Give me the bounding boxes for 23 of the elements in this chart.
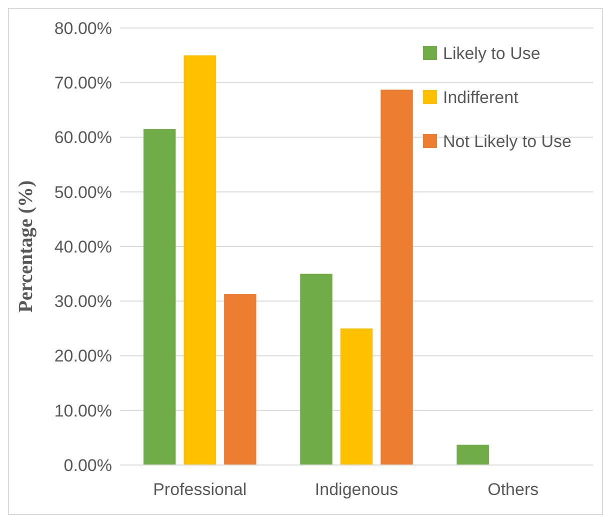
legend-label: Not Likely to Use	[443, 132, 572, 151]
y-tick-label: 80.00%	[54, 18, 112, 38]
y-tick-label: 30.00%	[54, 292, 112, 312]
legend-label: Likely to Use	[443, 44, 540, 63]
bar	[340, 328, 373, 465]
legend-label: Indifferent	[443, 88, 519, 107]
y-axis-title: Percentage (%)	[15, 180, 37, 313]
y-tick-label: 60.00%	[54, 128, 112, 148]
y-tick-label: 10.00%	[54, 401, 112, 420]
bar	[456, 444, 489, 465]
y-tick-label: 20.00%	[54, 346, 112, 366]
y-tick-label: 40.00%	[54, 237, 112, 256]
bar	[300, 274, 332, 465]
y-tick-label: 50.00%	[54, 182, 112, 202]
x-tick-label: Professional	[153, 480, 247, 499]
bar	[380, 90, 413, 465]
bar	[224, 294, 256, 465]
x-tick-label: Others	[488, 480, 539, 499]
bar	[143, 129, 176, 465]
y-tick-label: 0.00%	[64, 456, 112, 475]
y-tick-label: 70.00%	[54, 74, 112, 93]
x-tick-label: Indigenous	[314, 480, 398, 499]
bar	[184, 55, 216, 465]
